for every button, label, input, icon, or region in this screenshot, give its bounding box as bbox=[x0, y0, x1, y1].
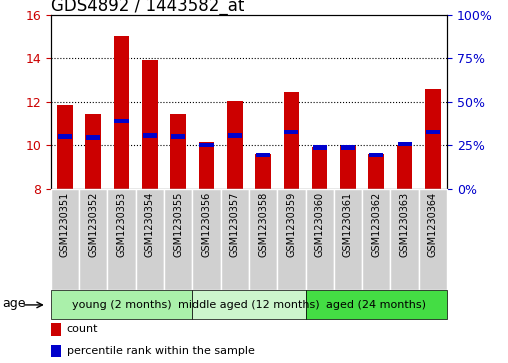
Text: GSM1230351: GSM1230351 bbox=[60, 192, 70, 257]
Bar bbox=[341, 145, 355, 150]
Bar bbox=[51, 290, 193, 319]
Bar bbox=[193, 189, 220, 290]
Bar bbox=[249, 189, 277, 290]
Bar bbox=[397, 145, 412, 189]
Text: GSM1230362: GSM1230362 bbox=[371, 192, 382, 257]
Text: GSM1230355: GSM1230355 bbox=[173, 192, 183, 257]
Text: percentile rank within the sample: percentile rank within the sample bbox=[67, 346, 255, 356]
Text: aged (24 months): aged (24 months) bbox=[326, 300, 426, 310]
Bar bbox=[51, 323, 61, 335]
Bar bbox=[256, 154, 271, 189]
Bar bbox=[227, 101, 242, 189]
Text: GSM1230358: GSM1230358 bbox=[258, 192, 268, 257]
Bar bbox=[334, 189, 362, 290]
Bar bbox=[256, 153, 270, 157]
Bar bbox=[51, 345, 61, 357]
Text: GSM1230353: GSM1230353 bbox=[116, 192, 126, 257]
Bar bbox=[220, 189, 249, 290]
Bar bbox=[284, 130, 299, 134]
Bar bbox=[369, 153, 384, 157]
Bar bbox=[362, 189, 391, 290]
Bar bbox=[277, 189, 305, 290]
Bar bbox=[85, 114, 101, 189]
Bar bbox=[391, 189, 419, 290]
Bar bbox=[51, 189, 79, 290]
Bar bbox=[86, 135, 101, 140]
Bar bbox=[193, 290, 305, 319]
Text: GSM1230356: GSM1230356 bbox=[202, 192, 211, 257]
Text: count: count bbox=[67, 325, 98, 334]
Bar bbox=[58, 134, 72, 139]
Text: GSM1230363: GSM1230363 bbox=[400, 192, 409, 257]
Text: GSM1230361: GSM1230361 bbox=[343, 192, 353, 257]
Bar bbox=[199, 142, 214, 189]
Bar bbox=[283, 92, 299, 189]
Text: GSM1230357: GSM1230357 bbox=[230, 192, 240, 257]
Bar bbox=[79, 189, 107, 290]
Bar bbox=[312, 147, 328, 189]
Bar bbox=[171, 134, 185, 139]
Text: middle aged (12 months): middle aged (12 months) bbox=[178, 300, 320, 310]
Bar bbox=[107, 189, 136, 290]
Bar bbox=[368, 154, 384, 189]
Text: GSM1230359: GSM1230359 bbox=[287, 192, 296, 257]
Bar bbox=[340, 146, 356, 189]
Bar bbox=[199, 143, 213, 147]
Bar bbox=[143, 133, 157, 138]
Text: GSM1230352: GSM1230352 bbox=[88, 192, 98, 257]
Bar bbox=[228, 133, 242, 138]
Text: GDS4892 / 1443582_at: GDS4892 / 1443582_at bbox=[51, 0, 244, 15]
Bar bbox=[312, 145, 327, 150]
Bar bbox=[136, 189, 164, 290]
Text: age: age bbox=[3, 297, 26, 310]
Bar bbox=[142, 60, 157, 189]
Bar bbox=[114, 36, 130, 189]
Text: GSM1230354: GSM1230354 bbox=[145, 192, 155, 257]
Bar bbox=[57, 105, 73, 189]
Bar bbox=[170, 114, 186, 189]
Bar bbox=[397, 142, 411, 146]
Bar bbox=[305, 290, 447, 319]
Bar bbox=[419, 189, 447, 290]
Text: GSM1230360: GSM1230360 bbox=[314, 192, 325, 257]
Bar bbox=[426, 130, 440, 134]
Bar bbox=[305, 189, 334, 290]
Text: GSM1230364: GSM1230364 bbox=[428, 192, 438, 257]
Bar bbox=[164, 189, 193, 290]
Bar bbox=[114, 119, 129, 123]
Bar bbox=[425, 89, 440, 189]
Text: young (2 months): young (2 months) bbox=[72, 300, 171, 310]
